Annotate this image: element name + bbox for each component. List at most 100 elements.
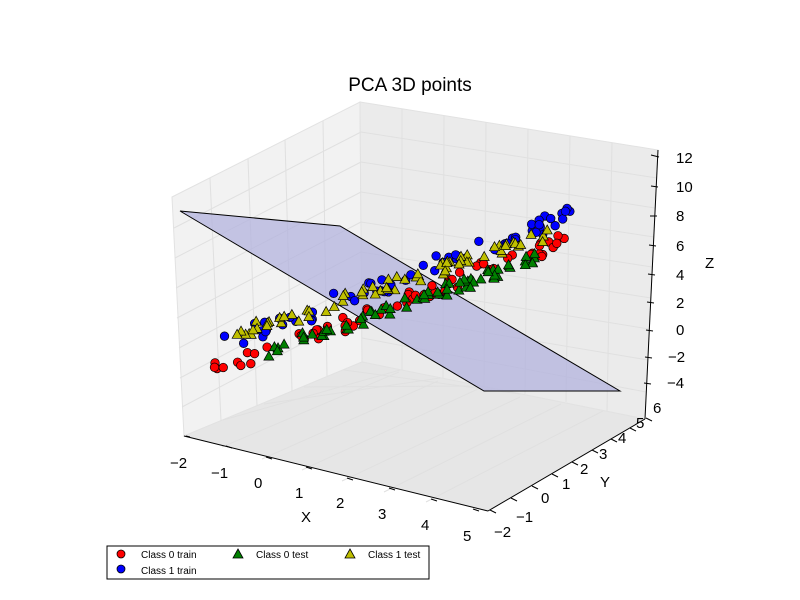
data-point-class-1-test bbox=[488, 240, 501, 252]
y-tick-label: 1 bbox=[562, 476, 570, 493]
x-tick-label: −2 bbox=[170, 455, 187, 472]
z-tick-label: −2 bbox=[668, 349, 685, 366]
z-tick-label: 4 bbox=[676, 267, 684, 284]
data-point-class-1-train bbox=[560, 206, 571, 216]
data-point-class-1-test bbox=[369, 288, 381, 299]
data-point-class-1-test bbox=[320, 305, 332, 316]
data-point-class-0-test bbox=[401, 301, 413, 312]
data-point-class-0-test bbox=[528, 247, 541, 259]
z-tick-label: 8 bbox=[676, 208, 684, 225]
data-point-class-1-test bbox=[293, 315, 305, 326]
data-point-class-0-test bbox=[418, 289, 430, 300]
z-tick-label: 10 bbox=[676, 179, 693, 196]
data-point-class-0-train bbox=[392, 301, 402, 311]
data-point-class-1-test bbox=[278, 310, 290, 321]
data-point-class-0-test bbox=[263, 350, 275, 361]
z-tick-label: −4 bbox=[667, 375, 684, 392]
data-point-class-1-test bbox=[286, 308, 298, 319]
data-point-class-0-test bbox=[492, 263, 504, 274]
data-point-class-0-test bbox=[369, 308, 381, 319]
data-point-class-0-test bbox=[321, 323, 333, 334]
legend-label-class1-train: Class 1 train bbox=[141, 566, 197, 577]
data-point-class-1-test bbox=[478, 250, 490, 261]
z-tick-label: 12 bbox=[676, 150, 693, 167]
data-point-class-0-test bbox=[482, 266, 494, 277]
data-point-class-0-test bbox=[384, 302, 396, 313]
data-point-class-1-test bbox=[441, 256, 453, 268]
y-tick-label: 6 bbox=[653, 400, 661, 417]
data-point-class-1-train bbox=[546, 213, 556, 224]
data-point-class-1-test bbox=[499, 239, 512, 251]
separating-plane bbox=[179, 210, 622, 392]
chart-title: PCA 3D points bbox=[348, 75, 472, 96]
x-tick-label: 3 bbox=[378, 506, 386, 523]
data-point-class-1-train bbox=[238, 338, 249, 348]
y-tick-label: 2 bbox=[580, 461, 588, 478]
data-point-class-0-test bbox=[357, 318, 370, 329]
data-point-class-0-train bbox=[454, 267, 465, 278]
data-point-class-1-test bbox=[515, 238, 527, 249]
x-tick-label: −1 bbox=[211, 465, 228, 482]
data-point-class-1-test bbox=[412, 268, 424, 279]
data-point-class-0-train bbox=[218, 362, 228, 373]
data-point-class-0-test bbox=[384, 308, 396, 319]
data-point-class-0-test bbox=[432, 286, 444, 297]
data-point-class-1-test bbox=[382, 273, 394, 284]
data-point-class-1-test bbox=[303, 310, 315, 321]
data-point-class-0-test bbox=[453, 284, 465, 295]
z-tick-label: 6 bbox=[676, 238, 684, 255]
legend-label-class0-test: Class 0 test bbox=[256, 550, 308, 561]
data-point-class-1-train bbox=[534, 220, 544, 230]
data-point-class-1-test bbox=[439, 265, 451, 276]
data-point-class-1-test bbox=[537, 235, 549, 247]
x-tick-label: 2 bbox=[336, 495, 344, 512]
data-point-class-0-test bbox=[475, 273, 487, 284]
data-point-class-0-train bbox=[236, 360, 246, 371]
data-point-class-1-test bbox=[231, 328, 243, 339]
z-tick-label: 2 bbox=[676, 295, 684, 312]
y-tick-label: 3 bbox=[599, 446, 607, 463]
z-axis-line bbox=[644, 149, 659, 420]
data-point-class-0-test bbox=[340, 319, 352, 330]
data-point-class-0-train bbox=[246, 359, 256, 369]
data-point-class-0-train bbox=[553, 231, 563, 241]
data-point-class-0-test bbox=[271, 345, 283, 356]
legend-marker-class0-train bbox=[116, 549, 126, 559]
data-point-class-0-test bbox=[454, 276, 466, 287]
data-point-class-0-test bbox=[519, 258, 531, 270]
data-point-class-1-test bbox=[337, 289, 349, 300]
data-point-class-1-train bbox=[431, 251, 441, 261]
y-tick-labels: −2 −1 0 1 2 3 4 5 6 bbox=[494, 400, 661, 541]
data-point-class-0-test bbox=[355, 312, 367, 324]
data-point-class-1-train bbox=[550, 221, 560, 231]
y-tick-label: 5 bbox=[636, 415, 644, 432]
legend-box bbox=[106, 545, 430, 580]
data-point-class-0-test bbox=[502, 259, 515, 270]
data-point-class-0-train bbox=[427, 281, 437, 291]
y-tick-label: 4 bbox=[618, 430, 626, 447]
axis-lines bbox=[183, 149, 660, 514]
x-tick-label: 4 bbox=[421, 517, 429, 534]
data-point-class-1-test bbox=[337, 295, 349, 306]
scatter-points bbox=[209, 203, 575, 374]
y-tick-label: −1 bbox=[516, 509, 533, 526]
legend-marker-class0-test bbox=[232, 548, 244, 559]
data-point-class-1-train bbox=[219, 331, 230, 341]
data-point-class-1-test bbox=[367, 280, 379, 291]
legend-label-class0-train: Class 0 train bbox=[141, 550, 197, 561]
data-point-class-1-test bbox=[453, 258, 465, 269]
legend-marker-class1-train bbox=[116, 564, 126, 574]
y-axis-label: Y bbox=[600, 474, 610, 491]
x-axis-line bbox=[183, 435, 489, 512]
data-point-class-1-train bbox=[328, 288, 339, 299]
y-axis-line bbox=[487, 418, 646, 512]
data-point-class-0-test bbox=[278, 338, 290, 349]
data-point-class-1-test bbox=[247, 324, 259, 335]
data-point-class-0-test bbox=[526, 257, 539, 268]
data-point-class-1-test bbox=[356, 286, 368, 297]
x-tick-label: 0 bbox=[254, 475, 262, 492]
x-tick-label: 1 bbox=[295, 485, 303, 502]
data-point-class-0-test bbox=[364, 305, 376, 316]
data-point-class-1-test bbox=[541, 224, 553, 235]
